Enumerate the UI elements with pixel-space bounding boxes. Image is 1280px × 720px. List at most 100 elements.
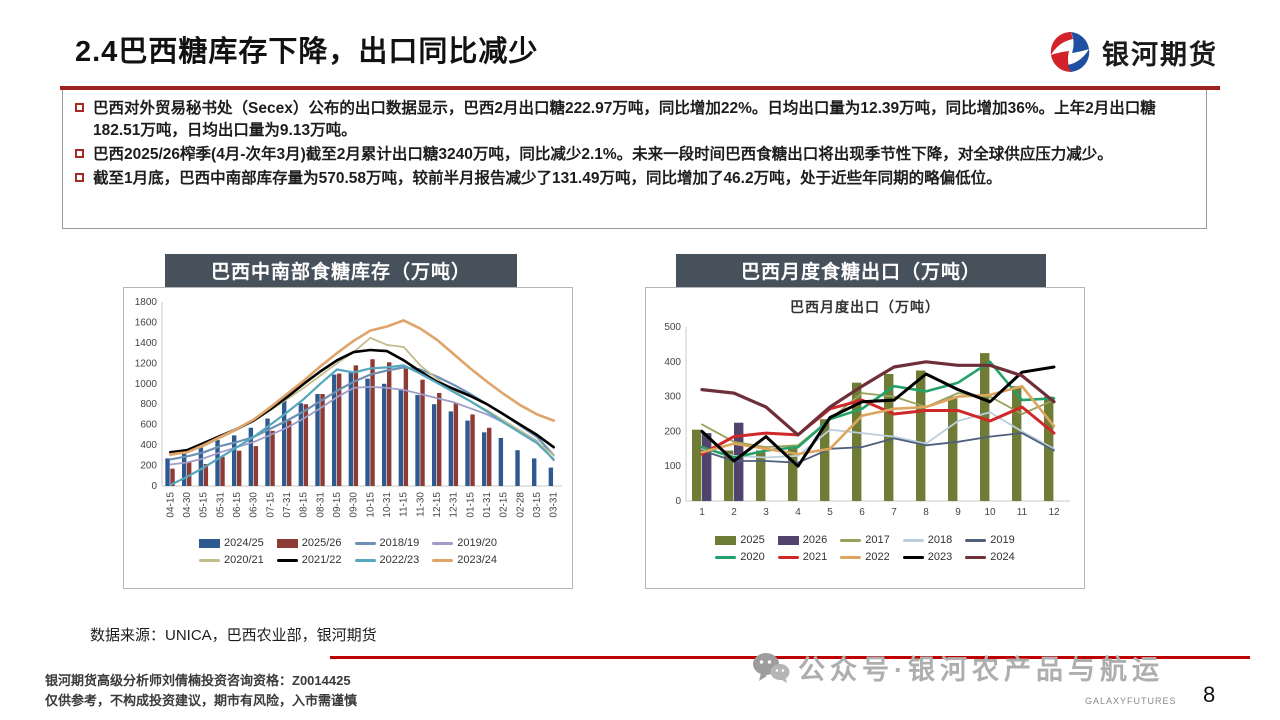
legend-line-swatch [840,538,862,542]
svg-text:0: 0 [675,496,681,507]
legend-label: 2023/24 [457,554,498,566]
legend-bar-swatch [198,538,220,548]
legend-line-swatch [840,555,862,559]
inventory-chart-panel: 0 200 400 600 800 1000 1200 1400 1600 1800 04-15 04… [123,287,573,589]
svg-text:03-31: 03-31 [549,492,560,518]
legend-label: 2022 [865,551,890,563]
watermark-text: 公众号·银河农产品与航运 [798,655,1164,685]
right-chart-title: 巴西月度食糖出口（万吨） [676,254,1046,287]
legend-item: 2025 [715,534,765,546]
svg-text:02-28: 02-28 [515,492,526,518]
legend-label: 2020/21 [223,554,264,566]
svg-text:04-30: 04-30 [182,492,193,518]
legend-label: 2024/25 [223,537,264,549]
legend-item: 2021 [777,551,828,563]
legend-line-swatch [198,558,220,562]
legend-line-swatch [965,555,987,559]
legend-item: 2018 [902,534,953,546]
svg-text:02-15: 02-15 [499,492,510,518]
legend-label: 2021 [802,551,828,563]
legend-label: 2025/26 [301,537,342,549]
bullet-square-icon [75,149,84,158]
left-chart-title: 巴西中南部食糖库存（万吨） [165,254,517,287]
footer-divider-line [330,656,1250,659]
svg-text:05-15: 05-15 [199,492,210,518]
svg-text:1000: 1000 [135,379,158,390]
legend-label: 2022/23 [379,554,420,566]
svg-text:07-15: 07-15 [265,492,276,518]
analyst-disclaimer: 银河期货高级分析师刘倩楠投资咨询资格：Z0014425 仅供参考，不构成投资建议… [45,671,357,710]
svg-text:200: 200 [664,426,681,437]
bullet-square-icon [75,103,84,112]
svg-text:800: 800 [140,399,157,410]
svg-text:10-15: 10-15 [365,492,376,518]
legend-bar-swatch [777,535,799,545]
legend-line-swatch [715,555,737,559]
watermark: 公众号·银河农产品与航运 [752,648,1164,687]
legend-item: 2024/25 [198,537,264,549]
page-title: 2.4巴西糖库存下降，出口同比减少 [75,36,539,68]
svg-text:07-31: 07-31 [282,492,293,518]
inventory-chart: 0 200 400 600 800 1000 1200 1400 1600 1800 04-15 04… [135,297,562,518]
logo: 银河期货 [1048,30,1218,74]
legend-item: 2026 [777,534,828,546]
svg-text:200: 200 [140,461,157,472]
svg-text:01-15: 01-15 [465,492,476,518]
svg-text:05-31: 05-31 [215,492,226,518]
legend-label: 2018 [927,534,953,546]
legend-line-swatch [777,555,799,559]
svg-text:3: 3 [763,507,769,518]
legend-label: 2018/19 [379,537,420,549]
legend-label: 2023 [927,551,953,563]
legend-line-swatch [354,541,376,545]
svg-text:600: 600 [140,420,157,431]
bullet-item: 巴西2025/26榨季(4月-次年3月)截至2月累计出口糖3240万吨，同比减少… [73,144,1194,166]
bullet-text: 巴西2025/26榨季(4月-次年3月)截至2月累计出口糖3240万吨，同比减少… [93,146,1113,163]
svg-text:06-15: 06-15 [232,492,243,518]
svg-text:8: 8 [923,507,929,518]
svg-text:06-30: 06-30 [249,492,260,518]
svg-text:0: 0 [151,481,157,492]
bullet-item: 巴西对外贸易秘书处（Secex）公布的出口数据显示，巴西2月出口糖222.97万… [73,98,1194,142]
legend-label: 2025 [740,534,765,546]
legend-line-swatch [902,555,924,559]
svg-text:09-30: 09-30 [349,492,360,518]
legend-line-swatch [432,558,454,562]
svg-text:1800: 1800 [135,297,158,308]
svg-text:12-15: 12-15 [432,492,443,518]
svg-text:10-31: 10-31 [382,492,393,518]
bullet-square-icon [75,173,84,182]
legend-item: 2023/24 [432,554,497,566]
bullet-item: 截至1月底，巴西中南部库存量为570.58万吨，较前半月报告减少了131.49万… [73,168,1194,190]
legend-label: 2024 [990,551,1015,563]
disclaimer-line: 仅供参考，不构成投资建议，期市有风险，入市需谨慎 [45,692,358,708]
analyst-line: 银河期货高级分析师刘倩楠投资咨询资格：Z0014425 [45,673,351,688]
legend-label: 2020 [740,551,765,563]
legend-label: 2026 [802,534,828,546]
legend-label: 2021/22 [301,554,342,566]
svg-text:100: 100 [664,461,681,472]
logo-text: 银河期货 [1102,39,1218,70]
export-chart-panel: 巴西月度出口（万吨） 0 100 200 300 400 500 1 2 3 4 5 6 7 8 9 10 11… [645,287,1085,589]
svg-text:08-31: 08-31 [315,492,326,518]
legend-label: 2019/20 [457,537,498,549]
legend-item: 2022/23 [354,554,420,566]
svg-text:300: 300 [664,392,681,403]
legend-line-swatch [354,558,376,562]
svg-text:11-15: 11-15 [399,492,410,517]
legend-line-swatch [902,538,924,542]
export-chart-legend: 2025 2026 2017 2018 2019 2020 2021 2022 2023 2024 [690,534,1040,563]
bullet-text: 巴西对外贸易秘书处（Secex）公布的出口数据显示，巴西2月出口糖222.97万… [93,100,1156,139]
svg-text:1200: 1200 [135,358,158,369]
svg-text:04-15: 04-15 [165,492,176,518]
legend-item: 2021/22 [276,554,342,566]
legend-item: 2018/19 [354,537,420,549]
legend-bar-swatch [276,538,298,548]
legend-line-swatch [965,538,987,542]
page-number: 8 [1203,682,1216,707]
legend-item: 2019/20 [432,537,497,549]
svg-text:12-31: 12-31 [449,492,460,518]
svg-text:9: 9 [955,507,961,518]
legend-item: 2025/26 [276,537,342,549]
